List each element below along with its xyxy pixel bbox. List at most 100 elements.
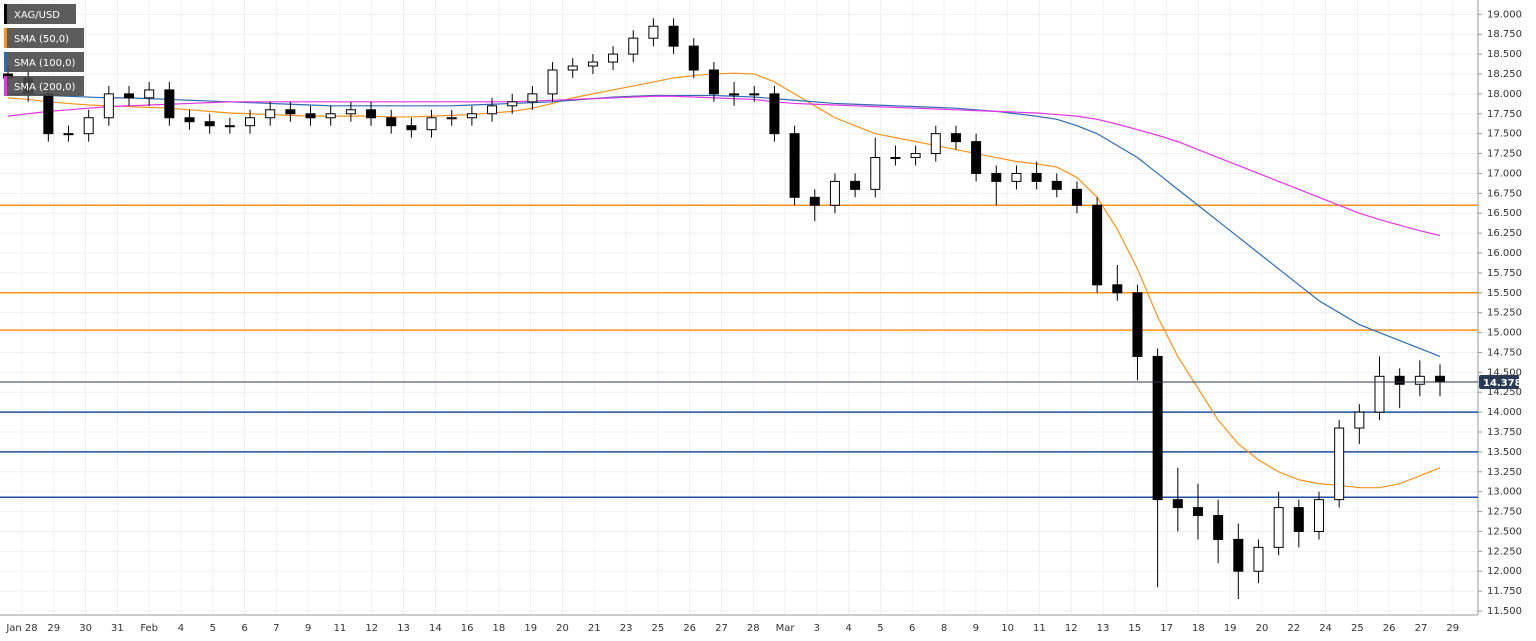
y-tick-label: 17.000 <box>1487 168 1522 179</box>
x-tick-label: 27 <box>1415 623 1428 634</box>
x-tick-label: Jan 28 <box>5 623 37 634</box>
candle-body <box>1374 375 1385 413</box>
y-tick-label: 15.250 <box>1487 308 1522 319</box>
price-label: 14.378 <box>1483 378 1522 389</box>
x-tick-label: 15 <box>1128 623 1141 634</box>
candle-body <box>1213 515 1224 540</box>
legend-swatch <box>4 52 7 72</box>
candle-body <box>164 89 175 119</box>
x-tick-label: 19 <box>1224 623 1237 634</box>
y-tick-label: 17.750 <box>1487 109 1522 120</box>
x-tick-label: 24 <box>1319 623 1332 634</box>
legend-label: SMA (50,0) <box>14 34 69 45</box>
x-tick-label: 26 <box>1383 623 1396 634</box>
x-tick-label: 30 <box>79 623 92 634</box>
x-tick-label: 20 <box>556 623 569 634</box>
candle-body <box>224 125 235 128</box>
x-tick-label: 11 <box>334 623 347 634</box>
x-tick-label: 14 <box>429 623 442 634</box>
candle-body <box>1273 507 1284 548</box>
y-tick-label: 11.750 <box>1487 586 1522 597</box>
y-tick-label: 13.000 <box>1487 487 1522 498</box>
candle-body <box>204 121 215 127</box>
candle-body <box>366 109 377 119</box>
y-tick-label: 18.500 <box>1487 49 1522 60</box>
y-tick-label: 14.500 <box>1487 367 1522 378</box>
candle-body <box>1334 427 1345 501</box>
x-tick-label: 29 <box>1446 623 1459 634</box>
candle-body <box>1354 411 1365 429</box>
candle-body <box>527 93 538 103</box>
candle-body <box>1011 172 1022 182</box>
candle-body <box>688 45 699 71</box>
x-tick-label: 27 <box>715 623 728 634</box>
candle-body <box>829 180 840 206</box>
x-tick-label: 11 <box>1033 623 1046 634</box>
candle-body <box>83 117 94 135</box>
legend-label: XAG/USD <box>14 10 60 21</box>
candle-body <box>305 113 316 119</box>
candle-body <box>850 180 861 190</box>
x-tick-label: 3 <box>814 623 820 634</box>
x-tick-label: 12 <box>1065 623 1078 634</box>
x-tick-label: 6 <box>909 623 915 634</box>
candle-body <box>507 101 518 107</box>
x-tick-label: 29 <box>47 623 60 634</box>
candle-body <box>1071 188 1082 206</box>
candle-body <box>1051 180 1062 190</box>
candle-body <box>930 133 941 155</box>
candle-body <box>265 109 276 119</box>
candle-body <box>1313 499 1324 532</box>
x-tick-label: Mar <box>776 623 796 634</box>
x-tick-label: 23 <box>620 623 633 634</box>
candle-body <box>870 157 881 190</box>
y-tick-label: 16.500 <box>1487 208 1522 219</box>
candle-body <box>1132 292 1143 357</box>
candle-body <box>729 93 740 96</box>
x-tick-label: 18 <box>1192 623 1205 634</box>
y-tick-label: 15.750 <box>1487 268 1522 279</box>
x-tick-label: 18 <box>493 623 506 634</box>
candle-body <box>406 125 417 131</box>
y-tick-label: 12.250 <box>1487 546 1522 557</box>
legend-swatch <box>4 4 7 24</box>
candle-body <box>1233 538 1244 572</box>
x-tick-label: 19 <box>524 623 537 634</box>
legend-label: SMA (100,0) <box>14 58 76 69</box>
candle-body <box>466 113 477 119</box>
price-tag <box>1479 375 1519 390</box>
candle-body <box>285 109 296 115</box>
legend-swatch <box>4 28 7 48</box>
x-tick-label: 20 <box>1256 623 1269 634</box>
candle-body <box>184 117 195 123</box>
candle-body <box>567 65 578 71</box>
x-tick-label: 6 <box>241 623 247 634</box>
sma-line <box>7 72 1441 489</box>
x-tick-label: 9 <box>973 623 979 634</box>
candle-body <box>1031 172 1042 182</box>
y-tick-label: 11.500 <box>1487 606 1522 617</box>
y-tick-label: 18.250 <box>1487 69 1522 80</box>
candle-body <box>386 117 397 127</box>
y-tick-label: 15.000 <box>1487 328 1522 339</box>
candle-body <box>345 109 356 115</box>
x-tick-label: 4 <box>178 623 184 634</box>
candle-body <box>426 117 437 131</box>
candle-body <box>124 93 135 99</box>
sma-line <box>8 93 1441 357</box>
y-tick-label: 18.000 <box>1487 89 1522 100</box>
x-tick-label: 13 <box>1097 623 1110 634</box>
candle-body <box>63 133 74 136</box>
x-tick-label: 17 <box>1160 623 1173 634</box>
candle-body <box>1435 375 1445 383</box>
legend-box <box>4 52 84 72</box>
x-tick-label: 12 <box>365 623 378 634</box>
x-tick-label: 28 <box>747 623 760 634</box>
y-tick-label: 17.250 <box>1487 149 1522 160</box>
y-tick-label: 18.750 <box>1487 29 1522 40</box>
candle-body <box>43 93 54 135</box>
x-tick-label: Feb <box>140 623 158 634</box>
x-tick-label: 4 <box>845 623 851 634</box>
x-tick-label: 26 <box>683 623 696 634</box>
